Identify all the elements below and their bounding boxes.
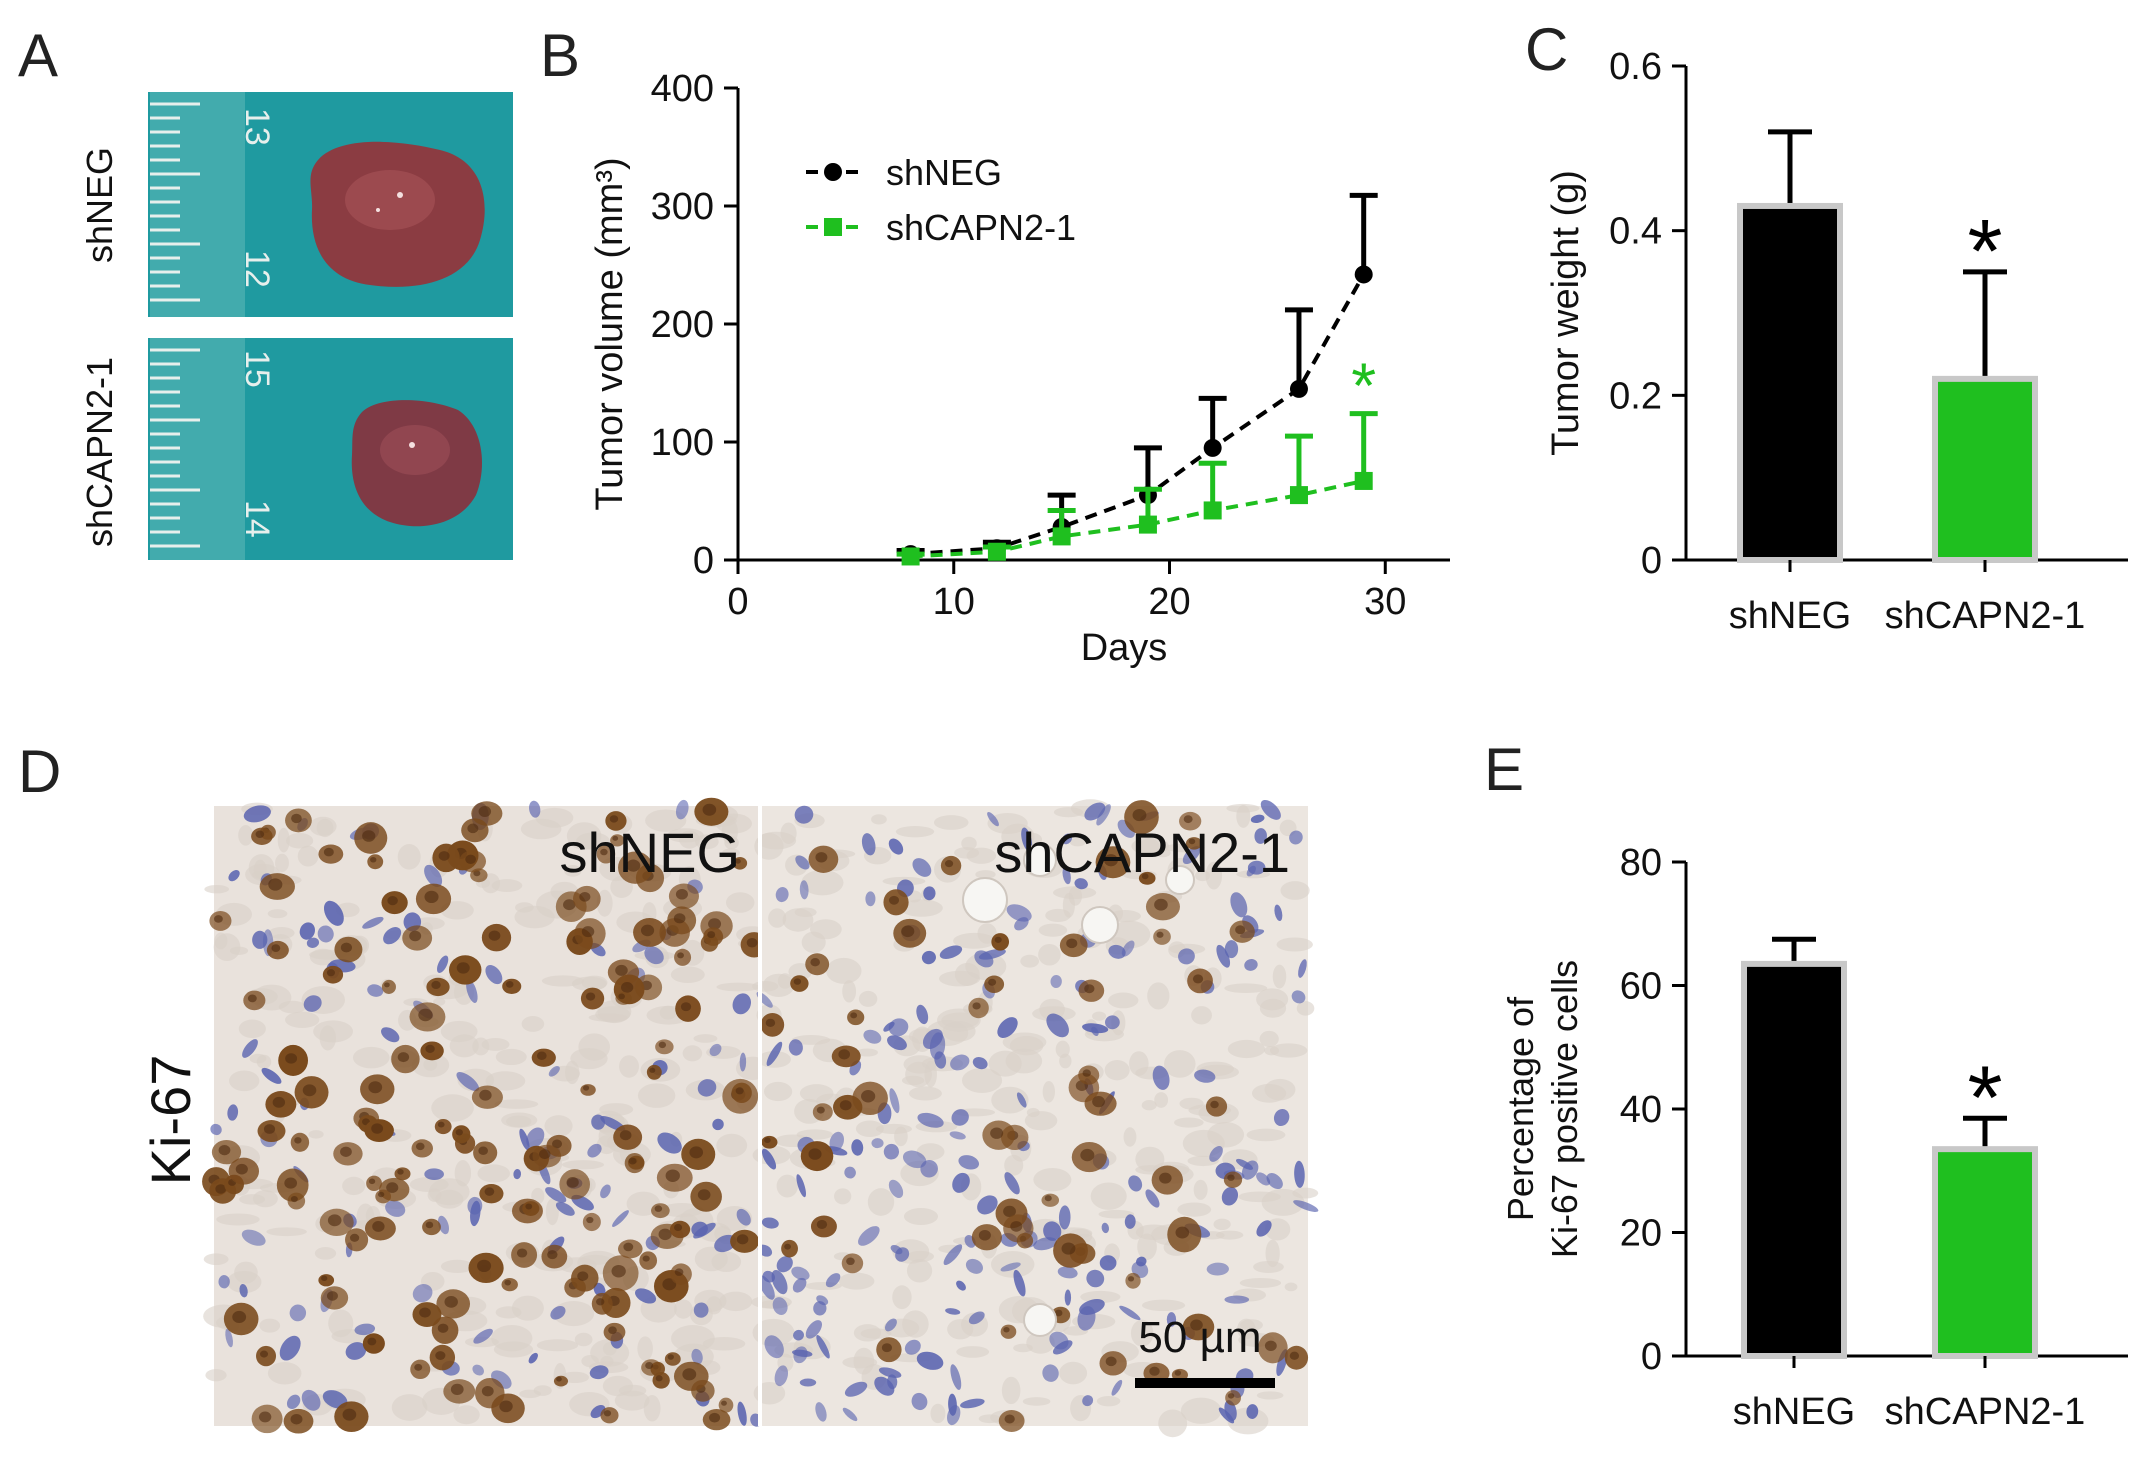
x-tick-label: shCAPN2-1	[1885, 595, 2086, 637]
y-tick-label: 0	[693, 540, 714, 582]
bar-shneg	[1737, 202, 1843, 563]
series-shcapn2-1: shCAPN2-1	[806, 207, 1378, 566]
bar-shcapn2-1	[1932, 1146, 2038, 1359]
histology-right	[751, 799, 1319, 1438]
tumor-photo-shneg: 13 12	[148, 92, 513, 317]
tumor-weight-chart: 0 0.2 0.4 0.6 shNEG shCAPN2-1 * Tumor weight (g…	[1545, 46, 2128, 637]
data-point	[901, 547, 920, 566]
data-point	[1203, 501, 1222, 520]
x-tick-label: shNEG	[1733, 1391, 1855, 1433]
stain-label: Ki-67	[139, 1055, 202, 1186]
y-tick-label: 80	[1620, 842, 1662, 884]
data-point	[1289, 486, 1308, 505]
series-line	[910, 273, 1366, 557]
panel-e: E 0 20 40 60 80 shNEG shCAPN2-1 * Percentage of K…	[1484, 736, 2128, 1433]
histology-label-left: shNEG	[560, 821, 741, 884]
y-tick-label: 300	[651, 186, 714, 228]
histology-left	[202, 797, 771, 1434]
x-tick-label: 20	[1148, 581, 1190, 623]
y-tick-label: 100	[651, 422, 714, 464]
data-point	[1354, 265, 1373, 284]
y-tick-label: 400	[651, 68, 714, 110]
bar-shcapn2-1	[1932, 375, 2038, 563]
y-tick-label: 20	[1620, 1213, 1662, 1255]
x-tick-label: 10	[933, 581, 975, 623]
y-tick-label: 200	[651, 304, 714, 346]
x-tick-label: shCAPN2-1	[1885, 1391, 2086, 1433]
x-tick-label: 30	[1364, 581, 1406, 623]
panel-label-c: C	[1525, 16, 1568, 83]
y-tick-label: 0.4	[1609, 211, 1662, 253]
x-axis-label: Days	[1081, 627, 1168, 669]
y-tick-label: 60	[1620, 966, 1662, 1008]
ruler-mark-15: 15	[238, 350, 276, 388]
y-tick-label: 0.6	[1609, 46, 1662, 88]
data-point	[1354, 471, 1373, 490]
histology-label-right: shCAPN2-1	[994, 821, 1290, 884]
panel-d: D Ki-67 shNEG shCAPN2-1 50 µm	[18, 738, 1319, 1438]
ruler-mark-12: 12	[238, 250, 276, 288]
data-point	[1203, 438, 1222, 457]
panel-c: C 0 0.2 0.4 0.6 shNEG shCAPN2-1 * Tumor weight …	[1525, 16, 2128, 637]
panel-label-d: D	[18, 738, 61, 805]
y-tick-label: 0	[1641, 540, 1662, 582]
x-tick-label: 0	[727, 581, 748, 623]
y-axis-label: Tumor volume (mm³)	[589, 157, 631, 510]
y-tick-label: 40	[1620, 1089, 1662, 1131]
x-tick-label: shNEG	[1729, 595, 1851, 637]
bar-shneg	[1741, 960, 1847, 1359]
scale-bar	[1135, 1378, 1275, 1388]
tumor-photo-shcapn2: 15 14	[148, 338, 513, 560]
panel-b: B 0 100 200 300 400 0 10 20 30 Days Tumor volume (…	[540, 22, 1450, 669]
y-axis-label-line: Ki-67 positive cells	[1544, 960, 1585, 1258]
significance-star: *	[1351, 350, 1376, 422]
panel-label-b: B	[540, 22, 580, 89]
y-axis-label: Tumor weight (g)	[1545, 170, 1587, 456]
y-tick-label: 0.2	[1609, 375, 1662, 417]
significance-star: *	[1967, 1048, 2002, 1148]
legend-label: shNEG	[886, 152, 1002, 193]
legend-marker	[824, 163, 842, 181]
y-axis-label-line: Percentage of	[1500, 996, 1541, 1221]
panel-label-a: A	[18, 22, 58, 89]
ruler-mark-14: 14	[238, 500, 276, 538]
legend-label: shCAPN2-1	[886, 207, 1076, 248]
ki67-percentage-chart: 0 20 40 60 80 shNEG shCAPN2-1 * Percentage of Ki-…	[1500, 842, 2128, 1433]
data-point	[987, 542, 1006, 561]
significance-star: *	[1967, 202, 2002, 302]
row-label-shcapn2: shCAPN2-1	[79, 357, 120, 547]
data-point	[1289, 379, 1308, 398]
panel-a: A 13 12 shNEG	[18, 22, 513, 560]
panel-label-e: E	[1484, 736, 1524, 803]
scale-bar-label: 50 µm	[1138, 1313, 1261, 1362]
ruler-mark-13: 13	[238, 108, 276, 146]
row-label-shneg: shNEG	[79, 147, 120, 263]
data-point	[1052, 527, 1071, 546]
data-point	[1138, 515, 1157, 534]
y-tick-label: 0	[1641, 1336, 1662, 1378]
legend-marker	[824, 218, 842, 236]
tumor-volume-chart: 0 100 200 300 400 0 10 20 30 Days Tumor volume (mm…	[589, 68, 1450, 669]
